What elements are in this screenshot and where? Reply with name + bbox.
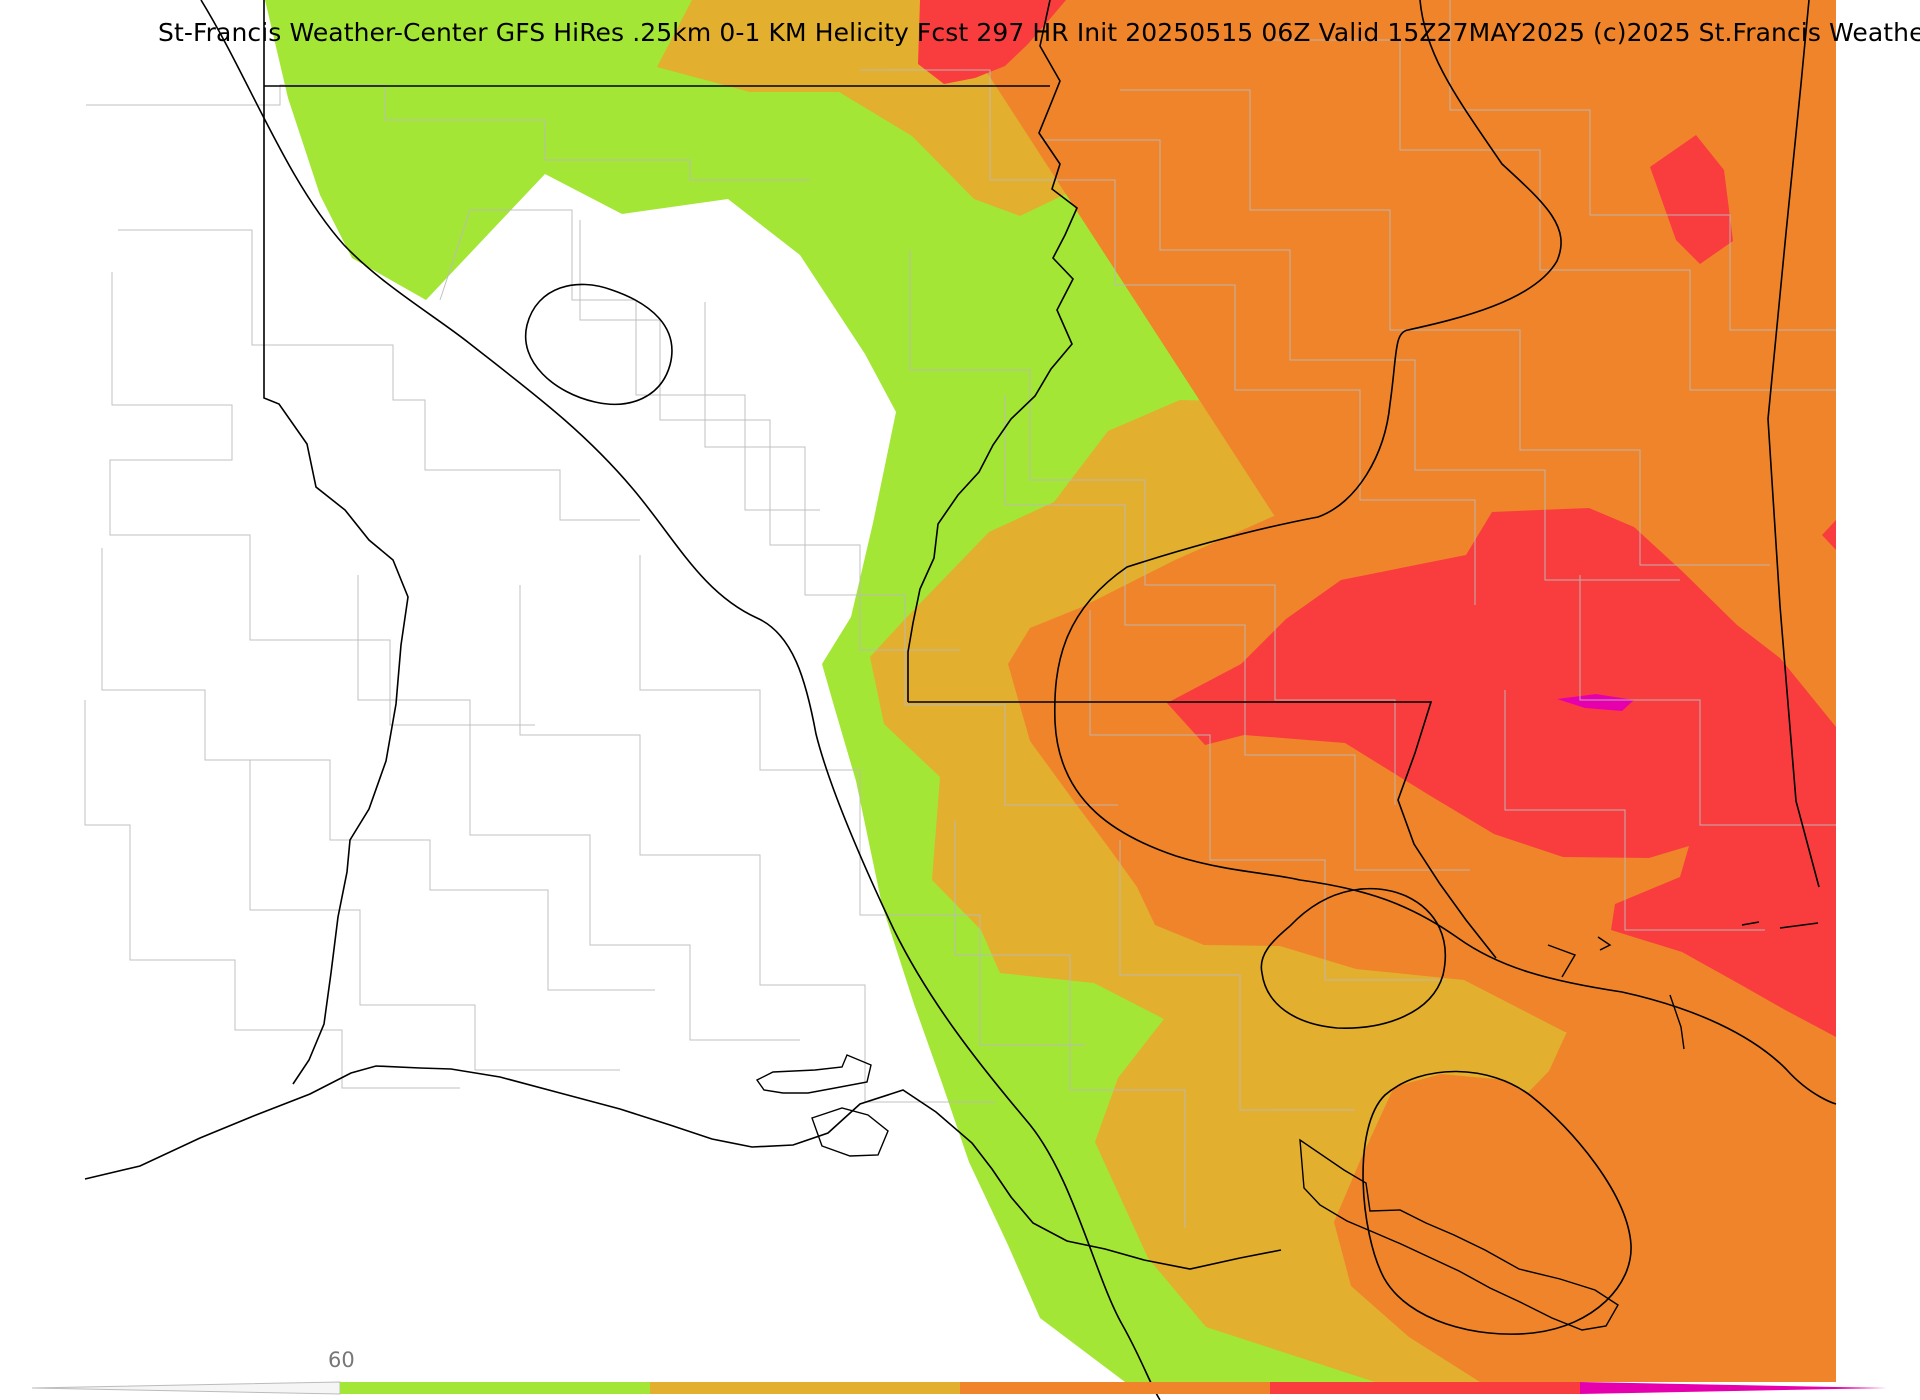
county-line <box>1270 39 1836 391</box>
county-line <box>579 220 960 651</box>
legend-magenta-arrow <box>1580 1382 1887 1394</box>
county-line <box>84 700 460 1089</box>
shore-marker <box>1547 944 1577 978</box>
magenta-helicity-core <box>1557 694 1634 711</box>
county-line <box>1120 89 1770 566</box>
county-line <box>1040 139 1680 581</box>
state-line-middle <box>908 701 1497 959</box>
county-line <box>357 575 800 1041</box>
legend-tick-label-60: 60 <box>328 1348 355 1372</box>
shore-marker <box>1779 922 1819 929</box>
county-line <box>1004 395 1470 871</box>
county-line <box>1579 575 1836 826</box>
inner-contour-loop <box>524 283 673 406</box>
helicity-fill-layer <box>265 0 1836 1382</box>
county-line <box>101 548 655 991</box>
helicity-contour-line <box>200 0 1161 1400</box>
helicity-contour-east <box>1053 0 1837 1105</box>
red-helicity-zone-main <box>1167 508 1836 1037</box>
coastal-details <box>755 921 1819 1331</box>
map-title: St-Francis Weather-Center GFS HiRes .25k… <box>158 18 1920 47</box>
legend-red-segment <box>1270 1382 1580 1394</box>
county-line <box>249 760 620 1071</box>
county-line <box>1119 840 1355 1111</box>
marsh-outline <box>1299 1138 1619 1331</box>
legend-bar <box>31 1381 1887 1395</box>
red-helicity-fragment-east <box>1822 520 1836 550</box>
county-line <box>704 302 1118 806</box>
bay-outline <box>755 1054 872 1094</box>
county-line <box>954 820 1186 1228</box>
state-boundaries <box>84 0 1837 1400</box>
legend-gold-segment <box>650 1382 960 1394</box>
county-line <box>860 69 1476 605</box>
state-line-west <box>263 0 409 1085</box>
county-line <box>1449 0 1836 331</box>
red-helicity-zone-north-east <box>1650 135 1733 264</box>
river-boundary <box>907 0 1078 702</box>
county-line <box>639 555 1085 1046</box>
shore-marker <box>1669 994 1685 1050</box>
county-line <box>86 84 810 181</box>
helicity-contour-coast-loop <box>1362 1070 1632 1335</box>
legend-orange-segment <box>960 1382 1270 1394</box>
shore-marker <box>1741 921 1760 926</box>
shore-marker <box>1597 936 1612 951</box>
orange-coastal-blob <box>1356 1074 1638 1329</box>
county-line <box>109 272 535 726</box>
county-line <box>909 250 1396 805</box>
county-line <box>118 229 640 521</box>
coast-line <box>84 1065 1282 1270</box>
state-line-east <box>1767 0 1820 888</box>
red-helicity-zone-upper <box>918 0 1066 84</box>
island-outline <box>811 1107 889 1157</box>
helicity-contour-shore-lobe <box>1260 887 1447 1029</box>
county-line <box>1089 610 1445 981</box>
legend-lime-segment <box>340 1382 650 1394</box>
county-line <box>1504 690 1765 931</box>
